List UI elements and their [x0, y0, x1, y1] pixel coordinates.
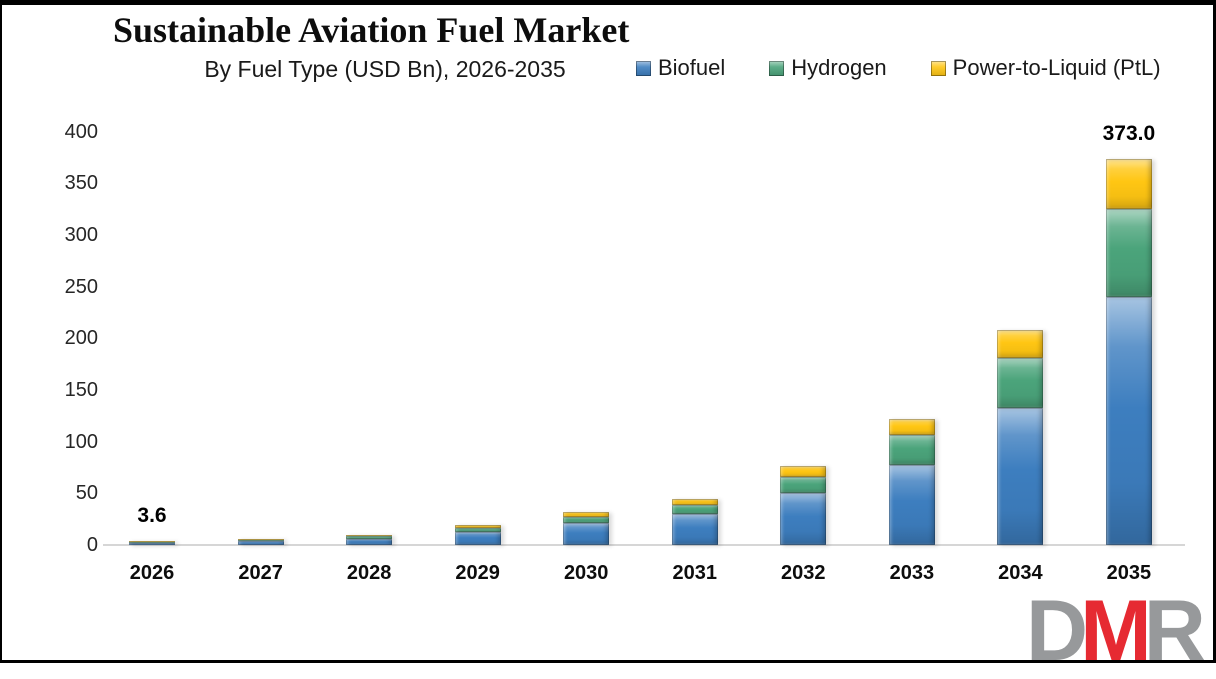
- frame-border-left: [0, 0, 2, 663]
- bar-segment-hydrogen: [129, 541, 175, 543]
- bar-2034: [997, 330, 1044, 545]
- legend-label-hydrogen: Hydrogen: [791, 55, 887, 80]
- bar-2027: [237, 539, 284, 545]
- bar-segment-power-to-liquid-ptl: [237, 539, 284, 540]
- x-axis-label-2028: 2028: [346, 562, 392, 584]
- legend-item-power-to-liquid-ptl: Power-to-Liquid (PtL): [930, 55, 1161, 80]
- bar-segment-hydrogen: [454, 528, 501, 533]
- y-axis-tick-label: 50: [75, 482, 98, 505]
- bar-2035: [1105, 159, 1152, 545]
- bar-segment-biofuel: [454, 532, 501, 545]
- data-label-2026: 3.6: [137, 504, 167, 528]
- bar-segment-hydrogen: [888, 435, 935, 466]
- y-axis-tick-label: 150: [64, 378, 98, 401]
- bar-segment-power-to-liquid-ptl: [454, 525, 501, 528]
- legend-swatch-icon-power-to-liquid-ptl: [930, 60, 946, 76]
- bar-segment-power-to-liquid-ptl: [563, 512, 610, 518]
- bar-segment-hydrogen: [563, 517, 610, 524]
- x-axis-label-2033: 2033: [889, 562, 935, 584]
- x-axis-label-2030: 2030: [563, 562, 609, 584]
- logo-letter-d: D: [1026, 583, 1088, 679]
- frame-border-top: [0, 0, 1216, 5]
- bar-2032: [780, 465, 827, 545]
- bar-2031: [671, 498, 718, 545]
- x-axis-line: [103, 544, 1185, 546]
- frame-border-bottom: [0, 660, 1216, 663]
- logo-letter-r: R: [1143, 583, 1206, 679]
- bar-segment-hydrogen: [237, 540, 284, 542]
- y-axis-tick-label: 300: [64, 223, 98, 246]
- frame-border-right: [1213, 0, 1216, 663]
- plot-area: 0 50 100 150 200 250 300 350 400 2026 2027 2028 2029…: [64, 120, 1185, 584]
- bar-segment-hydrogen: [780, 477, 827, 494]
- bar-segment-biofuel: [563, 523, 610, 545]
- y-axis-tick-label: 250: [64, 275, 98, 298]
- bar-segment-biofuel: [129, 542, 175, 545]
- y-axis-tick-label: 400: [64, 120, 98, 143]
- x-axis-label-2035: 2035: [1106, 562, 1152, 584]
- bar-segment-biofuel: [780, 493, 827, 545]
- x-axis-label-2029: 2029: [455, 562, 500, 584]
- bar-segment-power-to-liquid-ptl: [997, 330, 1044, 358]
- y-axis-tick-label: 200: [64, 327, 98, 350]
- x-axis-label-2034: 2034: [998, 562, 1043, 584]
- data-label-2035: 373.0: [1102, 122, 1156, 146]
- bar-segment-hydrogen: [997, 357, 1044, 408]
- bar-segment-hydrogen: [346, 536, 393, 539]
- legend-item-biofuel: Biofuel: [636, 56, 725, 80]
- y-axis-tick-label: 100: [64, 430, 98, 453]
- y-axis-tick-label: 350: [64, 172, 98, 195]
- chart-subtitle: By Fuel Type (USD Bn), 2026-2035: [204, 56, 566, 82]
- legend: Biofuel Hydrogen Power-to-Liquid (PtL): [636, 56, 1161, 80]
- bar-segment-biofuel: [997, 407, 1044, 545]
- bar-2033: [888, 418, 935, 545]
- bar-segment-hydrogen: [1105, 209, 1152, 297]
- legend-label-power-to-liquid-ptl: Power-to-Liquid (PtL): [952, 55, 1161, 80]
- bar-segment-biofuel: [237, 541, 284, 545]
- legend-swatch-icon-hydrogen: [769, 60, 785, 76]
- bar-segment-power-to-liquid-ptl: [346, 535, 393, 537]
- bar-segment-biofuel: [346, 538, 393, 545]
- bar-2028: [346, 535, 393, 545]
- chart-title: Sustainable Aviation Fuel Market: [113, 10, 630, 50]
- bar-segment-biofuel: [888, 465, 935, 545]
- x-axis-label-2026: 2026: [129, 562, 175, 584]
- x-axis-label-2032: 2032: [781, 562, 826, 584]
- bar-segment-hydrogen: [671, 504, 718, 514]
- x-axis-label-2031: 2031: [672, 562, 718, 584]
- bar-segment-power-to-liquid-ptl: [888, 418, 935, 436]
- bar-segment-power-to-liquid-ptl: [780, 465, 827, 478]
- dmr-logo: DMR: [1026, 588, 1206, 674]
- y-axis-tick-label: 0: [86, 534, 98, 556]
- bar-segment-biofuel: [1105, 296, 1152, 545]
- legend-label-biofuel: Biofuel: [658, 55, 726, 80]
- bar-segment-power-to-liquid-ptl: [671, 498, 718, 505]
- bar-segment-power-to-liquid-ptl: [1105, 159, 1152, 209]
- bar-segment-biofuel: [671, 514, 718, 545]
- legend-swatch-icon-biofuel: [636, 60, 651, 76]
- bar-2026: [129, 541, 175, 545]
- bar-2030: [563, 512, 610, 545]
- logo-letter-m: M: [1080, 583, 1152, 679]
- bar-segment-power-to-liquid-ptl: [129, 541, 175, 542]
- x-axis-label-2027: 2027: [238, 562, 283, 584]
- bar-2029: [454, 525, 501, 545]
- legend-item-hydrogen: Hydrogen: [769, 55, 887, 80]
